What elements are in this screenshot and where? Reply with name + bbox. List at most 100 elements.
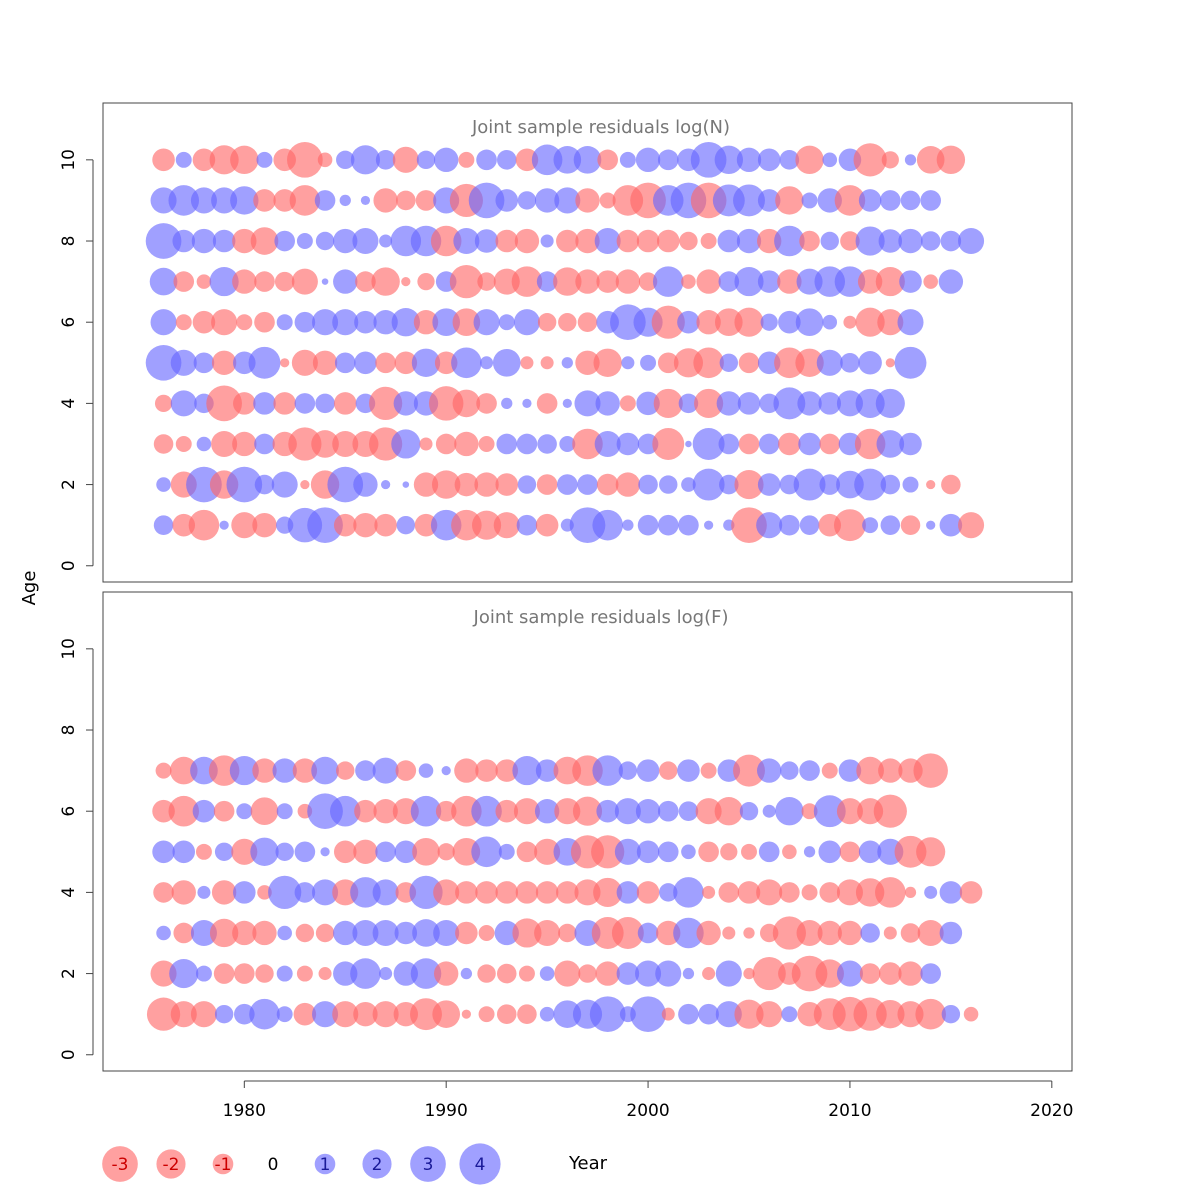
residual-bubble: [253, 392, 276, 415]
residual-bubble: [209, 145, 239, 175]
residual-bubble: [350, 958, 381, 989]
residual-bubble: [495, 881, 519, 904]
residual-bubble: [916, 146, 945, 174]
residual-bubble: [553, 1000, 582, 1028]
residual-bubble: [480, 356, 494, 370]
residual-bubble: [616, 881, 640, 904]
residual-bubble: [554, 960, 581, 987]
residual-bubble: [250, 227, 279, 255]
residual-bubble: [230, 186, 259, 215]
residual-bubble: [731, 507, 767, 544]
residual-bubble: [757, 228, 782, 254]
y-tick-label: 4: [59, 887, 79, 898]
residual-bubble: [352, 227, 379, 255]
residual-bubble: [277, 925, 292, 941]
residual-bubble: [372, 757, 399, 784]
residual-bubble: [433, 919, 460, 947]
residual-bubble: [145, 223, 182, 259]
residual-bubble: [312, 1001, 339, 1028]
residual-bubble: [473, 309, 500, 336]
residual-bubble: [451, 347, 482, 379]
residual-bubble: [562, 398, 572, 408]
residual-bubble: [682, 967, 695, 980]
residual-bubble: [636, 759, 660, 782]
residual-bubble: [272, 758, 297, 783]
residual-bubble: [876, 430, 905, 458]
residual-bubble: [339, 194, 351, 207]
residual-bubble: [733, 184, 765, 217]
residual-bubble: [395, 760, 417, 781]
residual-bubble: [496, 150, 517, 170]
residual-bubble: [152, 840, 175, 864]
residual-bubble: [678, 514, 699, 536]
residual-bubble: [795, 145, 824, 175]
residual-bubble: [615, 472, 641, 497]
residual-bubble: [214, 842, 234, 862]
residual-bubble: [250, 837, 279, 866]
residual-bubble: [694, 388, 724, 418]
residual-bubble: [561, 357, 573, 369]
residual-bubble: [840, 353, 860, 373]
residual-bubble: [836, 960, 863, 987]
residual-bubble: [621, 356, 635, 370]
residual-bubble: [591, 835, 625, 869]
residual-bubble: [577, 312, 598, 332]
residual-bubble: [743, 967, 755, 980]
residual-bubble: [939, 881, 963, 904]
residual-bubble: [496, 433, 518, 455]
residual-bubble: [293, 1002, 317, 1026]
residual-bubble: [254, 474, 275, 495]
residual-bubble: [318, 967, 332, 981]
residual-bubble: [475, 759, 498, 782]
residual-bubble: [333, 228, 358, 254]
residual-bubble: [862, 517, 879, 534]
residual-bubble: [381, 479, 391, 490]
residual-bubble: [452, 308, 481, 337]
residual-bubble: [173, 271, 195, 292]
residual-bubble: [657, 800, 679, 822]
panel-log-f: Joint sample residuals log(F) 0 2 4 6 8 10: [59, 591, 1073, 1072]
residual-bubble: [231, 838, 258, 865]
residual-bubble: [196, 274, 212, 289]
residual-bubble: [394, 351, 418, 375]
residual-bubble: [213, 963, 235, 984]
residual-bubble: [153, 882, 174, 903]
residual-bubble: [513, 798, 540, 825]
residual-bubble: [554, 798, 581, 825]
residual-bubble: [208, 755, 240, 786]
residual-bubble: [597, 149, 618, 171]
y-tick-label: 0: [59, 560, 79, 571]
residual-bubble: [414, 513, 438, 537]
residual-bubble: [172, 513, 196, 537]
residual-bubble: [904, 886, 917, 899]
residual-bubble: [818, 840, 842, 864]
residual-bubble: [877, 309, 904, 336]
residual-bubble: [816, 349, 843, 376]
residual-bubble: [333, 513, 357, 537]
residual-bubble: [759, 393, 779, 414]
legend-label: -3: [112, 1155, 129, 1175]
residual-bubble: [593, 348, 622, 377]
residual-bubble: [212, 229, 236, 253]
residual-bubble: [720, 843, 738, 861]
panel-log-n-bubbles: [145, 141, 985, 544]
residual-bubble: [559, 436, 576, 452]
residual-bubble: [599, 192, 616, 209]
residual-bubble: [822, 152, 838, 168]
residual-bubble: [859, 963, 881, 984]
residual-bubble: [401, 277, 411, 287]
residual-bubble: [275, 842, 294, 862]
residual-bubble: [855, 226, 885, 256]
residual-bubble: [618, 761, 638, 780]
residual-bubble: [451, 509, 482, 541]
residual-bubble: [496, 1004, 517, 1024]
residual-bubble: [230, 145, 259, 175]
residual-bubble: [757, 351, 781, 375]
residual-bubble: [540, 234, 554, 248]
legend-label: 1: [320, 1155, 331, 1175]
panel-log-f-frame: [102, 591, 1073, 1072]
residual-bubble: [818, 392, 842, 415]
residual-bubble: [494, 920, 519, 946]
residual-bubble: [822, 314, 838, 330]
residual-bubble: [834, 266, 866, 297]
